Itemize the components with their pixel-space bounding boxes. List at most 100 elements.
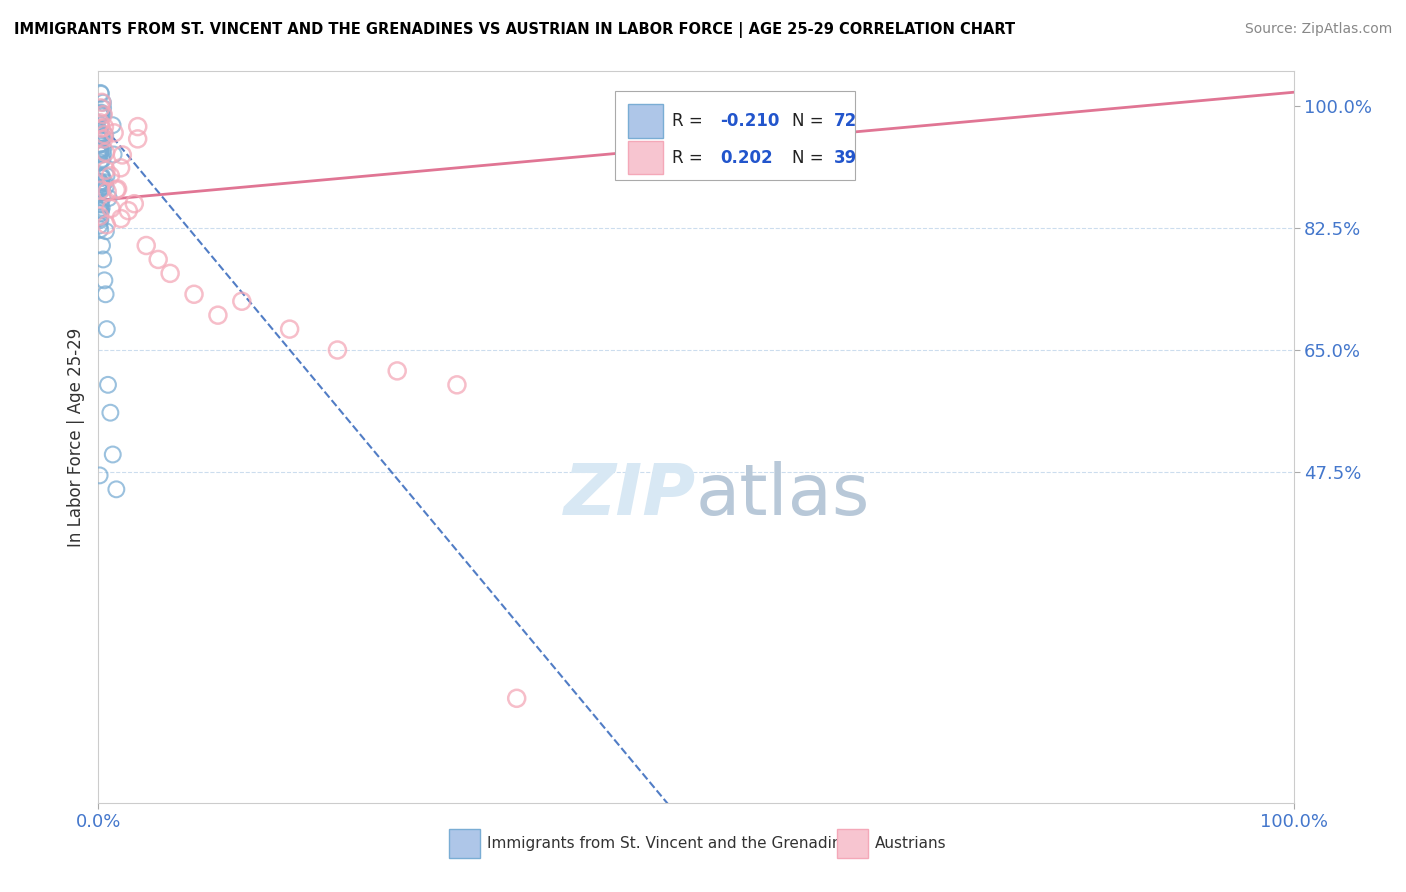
- FancyBboxPatch shape: [628, 141, 662, 175]
- Point: [148, 252, 170, 267]
- Point: [98, 406, 122, 420]
- Point: [97, 191, 120, 205]
- Text: 72: 72: [834, 112, 856, 130]
- Text: Immigrants from St. Vincent and the Grenadines: Immigrants from St. Vincent and the Gren…: [486, 836, 859, 851]
- Point: [506, 691, 529, 706]
- Point: [96, 185, 118, 199]
- Point: [105, 483, 128, 497]
- Point: [89, 175, 111, 189]
- Point: [93, 120, 115, 134]
- Point: [90, 95, 112, 110]
- Text: atlas: atlas: [696, 461, 870, 530]
- Point: [89, 210, 111, 224]
- Point: [90, 101, 112, 115]
- Point: [103, 147, 125, 161]
- Point: [94, 163, 117, 178]
- Point: [93, 128, 115, 142]
- Point: [91, 169, 114, 183]
- Point: [93, 273, 115, 287]
- Point: [87, 124, 110, 138]
- Point: [385, 364, 409, 378]
- Point: [110, 161, 132, 175]
- Point: [98, 169, 122, 183]
- Point: [90, 177, 112, 191]
- Point: [127, 132, 149, 146]
- Point: [89, 175, 111, 189]
- Point: [89, 222, 111, 236]
- Point: [91, 108, 114, 122]
- Point: [89, 468, 111, 483]
- Point: [90, 105, 112, 120]
- Point: [89, 147, 111, 161]
- Point: [89, 206, 111, 220]
- Point: [90, 106, 112, 120]
- Point: [91, 180, 114, 194]
- Point: [94, 128, 117, 143]
- Point: [89, 137, 111, 152]
- Point: [89, 155, 111, 169]
- Point: [90, 183, 112, 197]
- Point: [97, 377, 120, 392]
- Point: [105, 183, 128, 197]
- FancyBboxPatch shape: [837, 830, 868, 858]
- Y-axis label: In Labor Force | Age 25-29: In Labor Force | Age 25-29: [66, 327, 84, 547]
- Point: [91, 191, 114, 205]
- Point: [91, 142, 114, 156]
- Point: [207, 308, 229, 322]
- Text: Austrians: Austrians: [876, 836, 946, 851]
- Point: [89, 128, 111, 143]
- Point: [89, 213, 111, 227]
- Point: [93, 132, 115, 146]
- Point: [90, 128, 112, 142]
- Point: [89, 142, 111, 156]
- Point: [89, 116, 111, 130]
- Point: [89, 144, 111, 158]
- Point: [91, 107, 114, 121]
- Point: [87, 202, 110, 217]
- Point: [100, 202, 122, 216]
- Point: [159, 266, 181, 280]
- Text: Source: ZipAtlas.com: Source: ZipAtlas.com: [1244, 22, 1392, 37]
- Point: [93, 175, 115, 189]
- Point: [90, 121, 112, 136]
- Point: [90, 87, 112, 101]
- Point: [89, 211, 111, 226]
- Point: [89, 147, 111, 161]
- Point: [101, 118, 124, 132]
- Point: [89, 143, 111, 157]
- Point: [91, 152, 114, 166]
- FancyBboxPatch shape: [614, 91, 855, 179]
- Point: [117, 203, 139, 218]
- Point: [89, 145, 111, 159]
- Point: [91, 147, 114, 161]
- Point: [124, 196, 146, 211]
- Point: [94, 287, 117, 301]
- Point: [91, 95, 114, 110]
- Point: [135, 238, 157, 252]
- Point: [90, 130, 112, 145]
- Point: [94, 179, 117, 194]
- Point: [87, 131, 110, 145]
- Point: [94, 224, 117, 238]
- Point: [87, 180, 110, 194]
- FancyBboxPatch shape: [449, 830, 479, 858]
- Point: [89, 209, 111, 223]
- Text: 0.202: 0.202: [720, 149, 772, 167]
- Point: [90, 153, 112, 167]
- Point: [107, 182, 129, 196]
- Point: [90, 119, 112, 133]
- Text: ZIP: ZIP: [564, 461, 696, 530]
- FancyBboxPatch shape: [628, 104, 662, 138]
- Point: [89, 203, 111, 218]
- Point: [90, 197, 112, 211]
- Point: [91, 131, 114, 145]
- Point: [111, 148, 134, 162]
- Point: [446, 377, 468, 392]
- Point: [89, 86, 111, 100]
- Point: [89, 107, 111, 121]
- Point: [90, 171, 112, 186]
- Point: [89, 219, 111, 233]
- Point: [90, 183, 112, 197]
- Point: [89, 137, 111, 152]
- Point: [278, 322, 301, 336]
